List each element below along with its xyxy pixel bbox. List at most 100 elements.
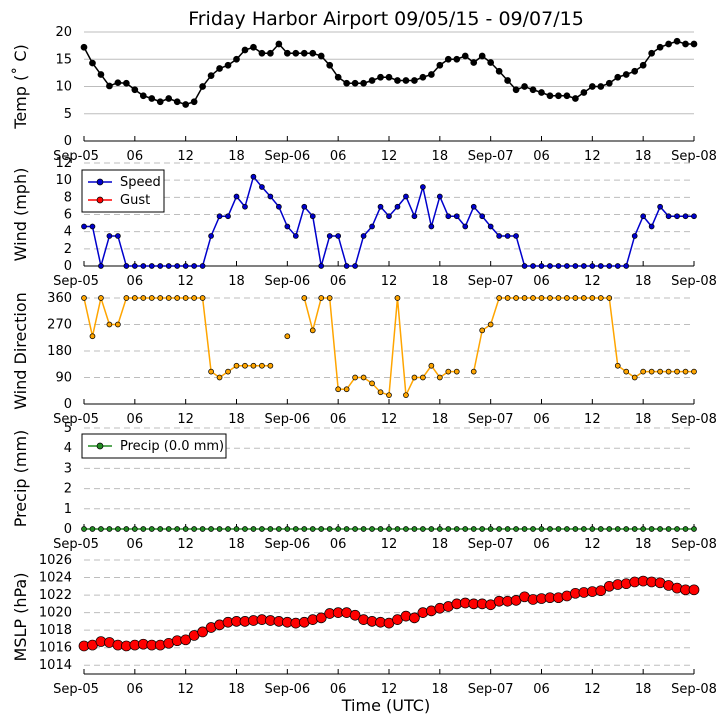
data-point	[148, 95, 156, 102]
data-point	[242, 203, 248, 210]
legend-box	[81, 169, 165, 213]
data-point	[428, 223, 435, 230]
data-point	[267, 193, 274, 200]
data-point	[614, 362, 621, 369]
data-point	[123, 526, 130, 532]
y-tick-label-temp: 20	[55, 25, 72, 40]
data-point	[385, 73, 393, 81]
data-point	[597, 83, 605, 90]
y-tick-label-mslp: 1016	[39, 641, 72, 656]
data-point	[174, 263, 181, 269]
data-point	[595, 585, 607, 597]
data-point	[521, 263, 528, 269]
data-point	[368, 77, 376, 84]
y-axis-label-wind_dir: Wind Direction	[11, 292, 30, 410]
x-tick-label-wind_dir: Sep-06	[264, 412, 310, 427]
data-point	[386, 213, 392, 220]
data-point	[470, 203, 477, 210]
data-point	[691, 526, 697, 532]
x-tick-label-wind_dir: Sep-07	[468, 412, 514, 427]
data-point	[283, 49, 291, 57]
data-point	[572, 295, 579, 301]
data-point	[402, 77, 410, 84]
data-point	[622, 71, 630, 78]
data-point	[674, 526, 680, 532]
data-point	[538, 295, 545, 301]
y-axis-label-temp: Temp (˚ C)	[11, 44, 30, 129]
x-tick-label-precip: 12	[381, 537, 398, 552]
data-point	[97, 71, 105, 78]
data-point	[588, 83, 596, 90]
data-point	[233, 55, 240, 63]
data-point	[190, 98, 198, 106]
y-tick-label-temp: 10	[55, 80, 72, 95]
data-point	[462, 526, 469, 532]
data-point	[352, 526, 358, 532]
x-tick-label-mslp: 06	[127, 682, 144, 697]
data-point	[563, 92, 571, 100]
data-point	[640, 526, 647, 532]
data-point	[623, 263, 630, 269]
data-point	[157, 295, 164, 301]
data-point	[631, 67, 639, 75]
data-point	[453, 526, 460, 532]
y-tick-label-precip: 1	[64, 502, 72, 517]
y-tick-label-wind_dir: 90	[55, 371, 72, 386]
data-point	[182, 295, 189, 301]
data-point	[241, 46, 249, 54]
x-tick-label-wind_dir: 06	[127, 412, 144, 427]
data-point	[360, 374, 367, 381]
data-point	[614, 73, 622, 81]
data-point	[648, 223, 655, 230]
data-point	[547, 295, 553, 301]
data-point	[352, 263, 358, 269]
x-tick-label-wind_speed: Sep-08	[671, 274, 717, 289]
data-point	[665, 368, 672, 375]
data-point	[89, 333, 96, 340]
data-point	[369, 223, 375, 230]
x-tick-label-mslp: 18	[228, 682, 245, 697]
data-point	[665, 40, 672, 48]
data-point	[115, 526, 121, 532]
data-point	[191, 295, 197, 301]
data-point	[131, 86, 139, 94]
data-point	[386, 526, 392, 532]
y-tick-label-wind_dir: 180	[47, 344, 72, 359]
x-tick-label-mslp: Sep-08	[671, 682, 717, 697]
data-point	[258, 49, 266, 57]
data-point	[640, 368, 647, 375]
data-point	[349, 609, 361, 621]
panel-mslp: 1014 1016 1018 1020 1022 1024 1026 Sep-05 06 12 18…	[11, 553, 717, 697]
y-tick-label-wind_speed: 4	[64, 225, 72, 240]
x-tick-label-wind_speed: Sep-05	[53, 274, 99, 289]
data-point	[369, 526, 375, 532]
data-point	[208, 233, 214, 239]
data-point	[335, 386, 342, 393]
data-point	[157, 263, 164, 269]
x-tick-label-wind_speed: 18	[228, 274, 245, 289]
series-line	[84, 175, 694, 267]
data-point	[148, 263, 155, 269]
data-point	[513, 233, 519, 239]
data-point	[597, 526, 604, 532]
data-point	[250, 526, 257, 532]
data-point	[174, 295, 181, 301]
y-tick-label-temp: 15	[55, 52, 72, 67]
x-tick-label-mslp: 06	[330, 682, 347, 697]
data-point	[301, 526, 308, 532]
data-point	[267, 362, 274, 369]
data-point	[512, 86, 520, 94]
data-point	[580, 89, 588, 96]
data-point	[309, 49, 317, 57]
data-point	[436, 374, 443, 381]
data-point	[529, 86, 537, 94]
data-point	[521, 295, 528, 301]
legend-label: Speed	[120, 175, 161, 190]
data-point	[326, 233, 333, 239]
x-tick-label-wind_speed: Sep-06	[264, 274, 310, 289]
y-tick-label-temp: 0	[64, 134, 72, 149]
data-point	[487, 321, 494, 328]
chart-title: Friday Harbor Airport 09/05/15 - 09/07/1…	[188, 8, 584, 30]
data-point	[436, 61, 444, 69]
